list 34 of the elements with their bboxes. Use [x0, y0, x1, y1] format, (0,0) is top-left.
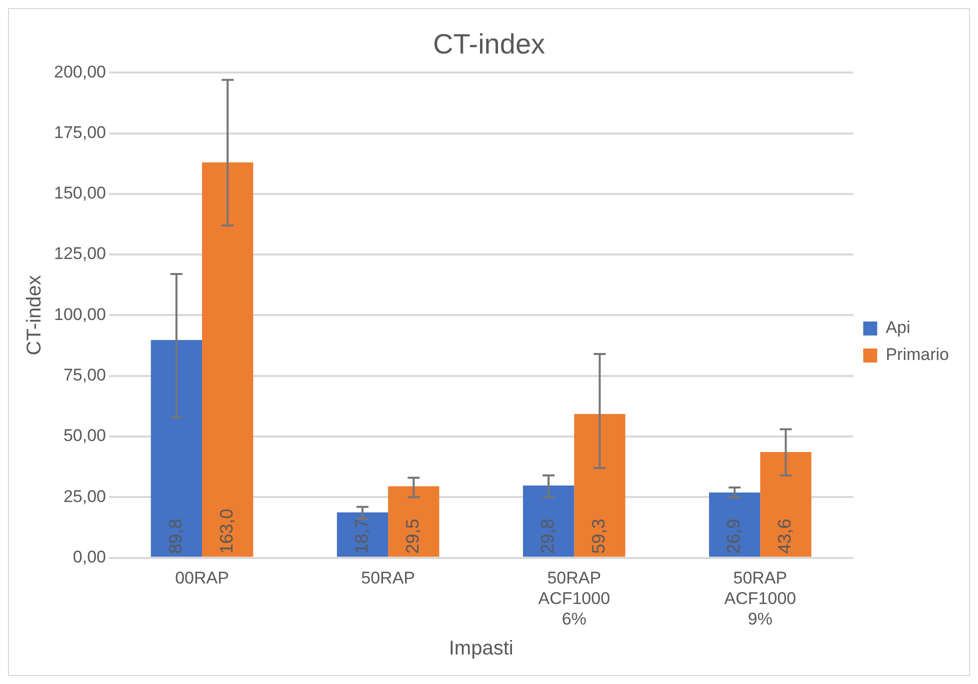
y-tick-label: 0,00: [72, 547, 106, 566]
y-tick-label: 75,00: [63, 366, 106, 385]
y-tick-label: 150,00: [54, 184, 106, 203]
x-tick-label: 00RAP: [175, 568, 229, 588]
bar: [150, 340, 202, 557]
data-label: 26,9: [724, 518, 744, 554]
bar: [202, 162, 254, 557]
data-label: 29,8: [538, 518, 558, 554]
legend-label: Primario: [886, 345, 950, 364]
x-axis-title: Impasti: [448, 638, 514, 660]
bar: [574, 414, 626, 557]
y-tick-label: 100,00: [54, 304, 106, 324]
y-tick-label: 125,00: [54, 244, 106, 264]
data-label: 89,8: [165, 518, 186, 554]
chart-title: CT-index: [432, 28, 546, 60]
legend-label: Api: [886, 318, 910, 338]
data-label: 43,6: [774, 518, 795, 554]
y-tick-label: 50,00: [63, 426, 106, 446]
x-tick-label: 50RAP: [361, 568, 416, 588]
bar: [709, 492, 760, 557]
y-tick-label: 175,00: [54, 122, 106, 142]
data-label: 163,0: [216, 508, 237, 554]
y-axis-title: CT-index: [24, 275, 46, 356]
bar: [760, 452, 812, 557]
x-tick-label: 50RAP ACF1000 9%: [724, 568, 796, 628]
data-label: 59,3: [588, 518, 609, 554]
y-tick-label: 200,00: [54, 62, 106, 82]
bar: [388, 486, 440, 557]
data-label: 18,7: [351, 518, 372, 554]
bar: [522, 486, 574, 557]
data-label: 29,5: [402, 518, 423, 554]
bar: [336, 512, 388, 557]
y-tick-label: 25,00: [63, 486, 106, 506]
x-tick-label: 50RAP ACF1000 6%: [538, 568, 610, 628]
